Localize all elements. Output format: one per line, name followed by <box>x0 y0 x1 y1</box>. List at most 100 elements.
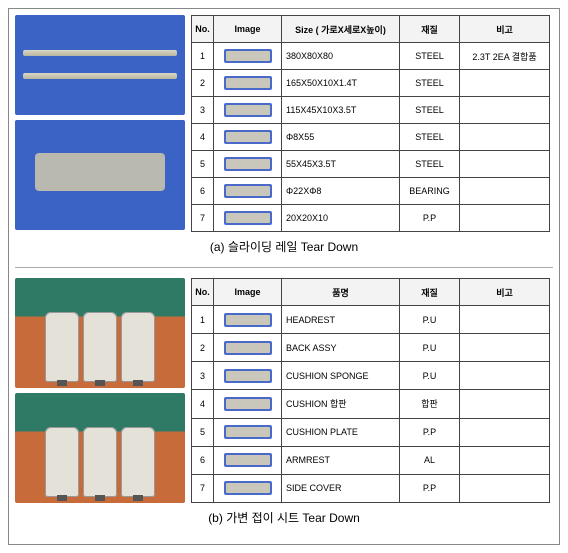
caption-a: (a) 슬라이딩 레일 Tear Down <box>15 238 553 255</box>
cell-main: CUSHION 합판 <box>282 390 400 418</box>
cell-no: 1 <box>192 43 214 70</box>
part-thumb <box>224 184 272 198</box>
th-no: No. <box>192 279 214 306</box>
section-b-photos <box>15 278 185 503</box>
cell-thumb <box>214 178 282 205</box>
cell-note: 2.3T 2EA 결합품 <box>460 43 550 70</box>
tbody-a: 1 380X80X80 STEEL 2.3T 2EA 결합품2165X50X10X1.… <box>192 43 550 232</box>
cell-note <box>460 418 550 446</box>
cell-thumb <box>214 474 282 502</box>
th-img: Image <box>214 279 282 306</box>
cell-main: BACK ASSY <box>282 334 400 362</box>
th-note: 비고 <box>460 16 550 43</box>
cell-thumb <box>214 334 282 362</box>
section-a: No. Image Size ( 가로X세로X높이) 재질 비고 1 380X80… <box>15 15 553 232</box>
cell-no: 3 <box>192 97 214 124</box>
cell-main: Φ8X55 <box>282 124 400 151</box>
figure-frame: No. Image Size ( 가로X세로X높이) 재질 비고 1 380X80… <box>8 8 560 545</box>
cell-material: P.U <box>400 334 460 362</box>
th-main: Size ( 가로X세로X높이) <box>282 16 400 43</box>
cell-no: 4 <box>192 124 214 151</box>
table-b: No. Image 품명 재질 비고 1HEADRESTP.U2BACK ASS… <box>191 278 550 503</box>
cell-no: 7 <box>192 474 214 502</box>
cell-material: P.P <box>400 418 460 446</box>
th-main: 품명 <box>282 279 400 306</box>
table-row: 5 CUSHION PLATEP.P <box>192 418 550 446</box>
table-row: 1 HEADRESTP.U <box>192 306 550 334</box>
cell-no: 1 <box>192 306 214 334</box>
cell-thumb <box>214 362 282 390</box>
cell-material: STEEL <box>400 151 460 178</box>
cell-material: STEEL <box>400 124 460 151</box>
cell-main: SIDE COVER <box>282 474 400 502</box>
table-row: 4 CUSHION 합판합판 <box>192 390 550 418</box>
cell-main: Φ22XΦ8 <box>282 178 400 205</box>
table-row: 6Φ22XΦ8BEARING <box>192 178 550 205</box>
cell-thumb <box>214 151 282 178</box>
cell-thumb <box>214 205 282 232</box>
cell-thumb <box>214 97 282 124</box>
cell-thumb <box>214 70 282 97</box>
cell-no: 5 <box>192 151 214 178</box>
cell-main: HEADREST <box>282 306 400 334</box>
cell-no: 2 <box>192 334 214 362</box>
part-thumb <box>224 211 272 225</box>
part-thumb <box>224 103 272 117</box>
cell-main: CUSHION PLATE <box>282 418 400 446</box>
cell-thumb <box>214 306 282 334</box>
cell-note <box>460 390 550 418</box>
photo-rails <box>15 15 185 115</box>
cell-note <box>460 178 550 205</box>
cell-note <box>460 70 550 97</box>
th-mat: 재질 <box>400 16 460 43</box>
cell-main: 20X20X10 <box>282 205 400 232</box>
cell-main: 380X80X80 <box>282 43 400 70</box>
cell-no: 4 <box>192 390 214 418</box>
cell-no: 3 <box>192 362 214 390</box>
cell-no: 5 <box>192 418 214 446</box>
table-row: 2165X50X10X1.4TSTEEL <box>192 70 550 97</box>
cell-no: 7 <box>192 205 214 232</box>
table-row: 3115X45X10X3.5TSTEEL <box>192 97 550 124</box>
cell-material: P.U <box>400 306 460 334</box>
part-thumb <box>224 425 272 439</box>
photo-seats-side <box>15 393 185 503</box>
section-b: No. Image 품명 재질 비고 1HEADRESTP.U2BACK ASS… <box>15 278 553 503</box>
cell-material: 합판 <box>400 390 460 418</box>
cell-note <box>460 151 550 178</box>
cell-main: 55X45X3.5T <box>282 151 400 178</box>
part-thumb <box>224 130 272 144</box>
th-img: Image <box>214 16 282 43</box>
table-row: 3CUSHION SPONGEP.U <box>192 362 550 390</box>
table-row: 1380X80X80STEEL2.3T 2EA 결합품 <box>192 43 550 70</box>
part-thumb <box>224 341 272 355</box>
cell-note <box>460 97 550 124</box>
part-thumb <box>224 157 272 171</box>
cell-main: 165X50X10X1.4T <box>282 70 400 97</box>
cell-main: CUSHION SPONGE <box>282 362 400 390</box>
cell-no: 6 <box>192 446 214 474</box>
cell-material: P.P <box>400 474 460 502</box>
section-a-photos <box>15 15 185 232</box>
cell-material: AL <box>400 446 460 474</box>
table-row: 7 20X20X10P.P <box>192 205 550 232</box>
part-thumb <box>224 397 272 411</box>
part-thumb <box>224 369 272 383</box>
th-note: 비고 <box>460 279 550 306</box>
cell-thumb <box>214 124 282 151</box>
cell-material: P.P <box>400 205 460 232</box>
table-row: 5 55X45X3.5TSTEEL <box>192 151 550 178</box>
cell-note <box>460 205 550 232</box>
cell-main: 115X45X10X3.5T <box>282 97 400 124</box>
th-no: No. <box>192 16 214 43</box>
part-thumb <box>224 313 272 327</box>
photo-seats-front <box>15 278 185 388</box>
cell-no: 6 <box>192 178 214 205</box>
table-row: 6 ARMRESTAL <box>192 446 550 474</box>
cell-note <box>460 306 550 334</box>
cell-note <box>460 362 550 390</box>
section-divider <box>15 267 553 268</box>
cell-note <box>460 334 550 362</box>
cell-main: ARMREST <box>282 446 400 474</box>
cell-note <box>460 124 550 151</box>
